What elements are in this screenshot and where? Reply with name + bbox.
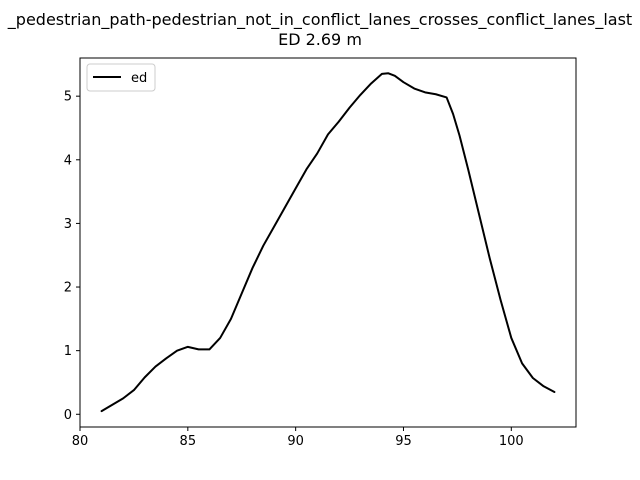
- series-line-ed: [100, 72, 556, 413]
- y-tick-label: 3: [64, 217, 72, 232]
- y-tick-label: 0: [64, 408, 72, 423]
- legend: ed: [86, 63, 156, 92]
- x-axis: 80 85 90 95 100: [72, 427, 524, 449]
- y-tick-label: 1: [64, 344, 72, 359]
- y-tick-label: 2: [64, 281, 72, 296]
- x-tick-label: 100: [499, 434, 524, 449]
- y-tick-label: 4: [64, 153, 72, 168]
- x-tick-label: 80: [72, 434, 89, 449]
- chart-subtitle: ED 2.69 m: [278, 30, 362, 49]
- y-tick-label: 5: [64, 90, 72, 105]
- series-layer: [100, 72, 556, 413]
- y-axis: 0 1 2 3 4 5: [64, 90, 80, 423]
- chart-title: _pedestrian_path-pedestrian_not_in_confl…: [7, 10, 632, 30]
- x-tick-label: 95: [395, 434, 412, 449]
- x-tick-label: 85: [180, 434, 197, 449]
- x-tick-label: 90: [287, 434, 304, 449]
- plot-frame: [79, 57, 577, 428]
- legend-label-ed: ed: [131, 71, 147, 86]
